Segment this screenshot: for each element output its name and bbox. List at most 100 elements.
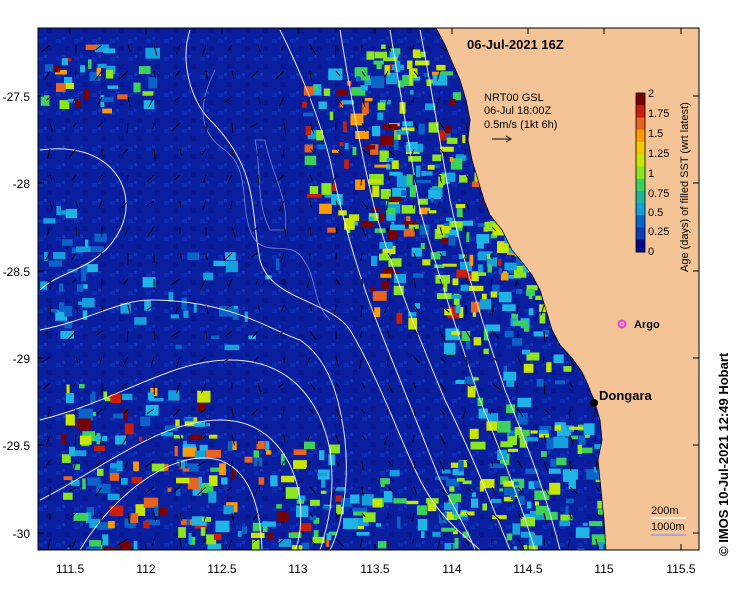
sst-patch: [490, 233, 498, 239]
current-arrow: [153, 330, 156, 341]
sst-patch: [102, 534, 109, 546]
sst-patch: [520, 531, 535, 538]
current-arrow: [387, 330, 390, 338]
current-arrow: [153, 512, 156, 521]
sst-patch: [557, 430, 571, 437]
current-arrow: [361, 70, 366, 77]
current-arrow: [331, 174, 337, 185]
sst-patch: [43, 218, 56, 224]
sst-patch: [598, 542, 608, 550]
sst-patch: [219, 306, 234, 317]
sst-patch: [253, 450, 259, 458]
current-arrow: [253, 486, 259, 497]
current-arrow: [73, 408, 77, 416]
sst-patch: [483, 348, 489, 355]
sst-patch: [278, 539, 292, 547]
current-arrow: [153, 70, 157, 79]
current-arrow: [69, 148, 77, 158]
current-key: NRT00 GSL 06-Jul 18:00Z 0.5m/s (1kt 6h): [484, 92, 557, 143]
current-arrow: [283, 278, 286, 285]
current-arrow: [413, 70, 419, 78]
sst-patch: [383, 491, 393, 503]
y-tick-label: -28.5: [3, 265, 31, 279]
sst-patch: [61, 433, 67, 445]
sst-patch: [513, 546, 517, 550]
sst-patch: [594, 444, 604, 450]
current-arrow: [152, 122, 155, 130]
sst-patch: [143, 100, 155, 109]
sst-patch: [492, 515, 507, 520]
sst-patch: [206, 423, 210, 427]
current-arrow: [127, 44, 131, 53]
sst-patch: [468, 285, 484, 291]
sst-patch: [415, 60, 430, 66]
sst-patch: [402, 121, 413, 127]
sst-patch: [445, 229, 459, 237]
colorbar-step: [636, 178, 645, 192]
sst-patch: [542, 330, 550, 335]
sst-patch: [143, 497, 159, 508]
sst-patch: [568, 426, 584, 430]
current-arrow: [200, 408, 207, 413]
sst-patch: [256, 441, 265, 450]
current-arrow: [123, 408, 129, 414]
current-arrow: [413, 486, 418, 495]
colorbar-title: Age (days) of filled SST (wrt latest): [679, 102, 691, 272]
sst-patch: [97, 522, 113, 530]
colorbar-tick: 2: [648, 88, 654, 100]
sst-patch: [161, 432, 173, 437]
current-arrow: [275, 70, 285, 80]
sst-patch: [582, 522, 588, 526]
sst-patch: [350, 494, 360, 504]
current-arrow: [171, 122, 181, 132]
sst-patch: [471, 271, 479, 282]
sst-patch: [208, 434, 218, 439]
colorbar-tick: 1: [648, 168, 654, 180]
land-mass: [435, 28, 699, 550]
current-arrow: [361, 460, 364, 470]
sst-patch: [534, 480, 541, 488]
sst-patch: [67, 98, 80, 103]
sst-patch: [110, 393, 121, 403]
current-arrow: [231, 434, 235, 446]
current-arrow: [172, 408, 181, 417]
current-arrow: [75, 356, 79, 363]
sst-patch: [304, 441, 315, 450]
sst-patch: [410, 90, 414, 95]
sst-patch: [64, 82, 74, 89]
current-arrow: [176, 356, 181, 368]
sst-patch: [462, 134, 466, 144]
sst-patch: [313, 530, 319, 542]
sst-patch: [462, 531, 469, 538]
sst-patch: [55, 69, 67, 75]
sst-patch: [293, 460, 307, 469]
sst-patch: [520, 516, 535, 527]
sst-patch: [469, 254, 474, 266]
sst-patch: [244, 311, 248, 322]
current-arrow: [517, 512, 523, 520]
sst-patch: [497, 420, 511, 433]
current-arrow: [231, 226, 236, 238]
sst-patch: [508, 436, 518, 446]
current-arrow: [335, 70, 341, 77]
current-arrow: [283, 226, 287, 238]
sst-patch: [175, 344, 182, 350]
sst-patch: [380, 189, 391, 199]
sst-patch: [89, 71, 101, 81]
sst-patch: [541, 451, 547, 457]
sst-patch: [186, 518, 190, 526]
sst-patch: [147, 392, 154, 400]
current-arrow: [72, 96, 77, 103]
colorbar-tick: 0.5: [648, 207, 663, 219]
colorbar-step: [636, 239, 645, 253]
sst-patch: [148, 77, 158, 89]
current-arrow: [387, 44, 392, 52]
sst-patch: [473, 337, 482, 346]
sst-patch: [446, 478, 460, 487]
sst-patch: [194, 524, 207, 529]
current-arrow: [307, 356, 311, 363]
sst-patch: [500, 476, 509, 485]
sst-patch: [116, 460, 123, 472]
sst-patch: [406, 141, 418, 153]
